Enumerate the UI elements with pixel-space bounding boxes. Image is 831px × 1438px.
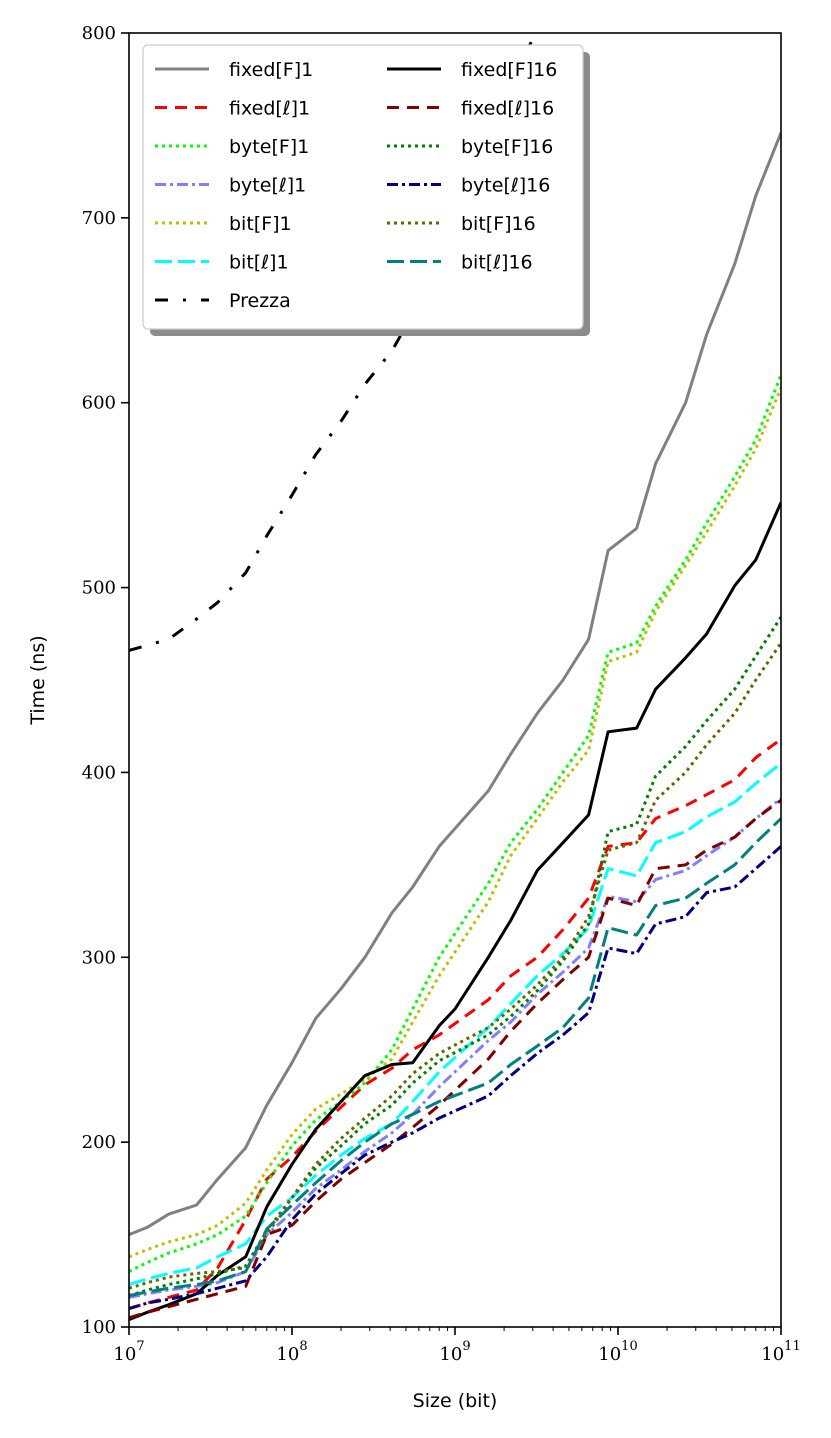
series-line-3 xyxy=(129,797,781,1299)
legend-label-0: fixed[F]1 xyxy=(229,59,313,81)
x-tick-label-1: 108 xyxy=(276,1339,307,1365)
series-line-11 xyxy=(129,642,781,1290)
y-tick-label-0: 100 xyxy=(82,1317,116,1338)
y-axis-label: Time (ns) xyxy=(27,635,49,725)
y-tick-label-4: 500 xyxy=(82,578,116,599)
series-line-9 xyxy=(129,616,781,1298)
series-line-12 xyxy=(129,817,781,1298)
x-tick-label-2: 109 xyxy=(439,1339,470,1365)
legend-label-3: byte[ℓ]1 xyxy=(229,175,306,197)
legend-label-4: bit[F]1 xyxy=(229,213,292,235)
legend-label-8: fixed[ℓ]16 xyxy=(461,98,554,120)
legend-label-9: byte[F]16 xyxy=(461,136,553,158)
series-line-1 xyxy=(129,737,781,1310)
legend-label-7: fixed[F]16 xyxy=(461,59,557,81)
legend-label-10: byte[ℓ]16 xyxy=(461,175,550,197)
x-tick-label-0: 107 xyxy=(113,1339,144,1365)
x-tick-label-4: 1011 xyxy=(761,1339,800,1365)
series-line-2 xyxy=(129,374,781,1273)
x-axis-label: Size (bit) xyxy=(413,1390,498,1412)
series-line-5 xyxy=(129,762,781,1286)
y-tick-label-6: 700 xyxy=(82,208,116,229)
y-tick-label-2: 300 xyxy=(82,947,116,968)
series-line-0 xyxy=(129,132,781,1236)
y-tick-label-1: 200 xyxy=(82,1132,116,1153)
series-line-8 xyxy=(129,798,781,1320)
legend-label-2: byte[F]1 xyxy=(229,136,309,158)
y-tick-label-5: 600 xyxy=(82,393,116,414)
legend-label-1: fixed[ℓ]1 xyxy=(229,98,310,120)
legend: fixed[F]1 fixed[ℓ]1 byte[F]1 byte[ℓ]1 bit[F]… xyxy=(142,44,590,336)
legend-label-5: bit[ℓ]1 xyxy=(229,252,289,274)
legend-label-6: Prezza xyxy=(229,290,291,312)
x-tick-label-3: 1010 xyxy=(598,1339,637,1365)
y-tick-label-7: 800 xyxy=(82,23,116,44)
y-tick-label-3: 400 xyxy=(82,762,116,783)
series-layer xyxy=(129,33,781,1321)
legend-box xyxy=(142,44,584,330)
series-line-4 xyxy=(129,387,781,1259)
legend-label-12: bit[ℓ]16 xyxy=(461,252,533,274)
legend-label-11: bit[F]16 xyxy=(461,213,536,235)
axis-ticks: 107 108 109 1010 1011 100 200 300 400 500 600 700 80… xyxy=(82,23,801,1365)
series-line-7 xyxy=(129,501,781,1321)
series-line-10 xyxy=(129,845,781,1310)
